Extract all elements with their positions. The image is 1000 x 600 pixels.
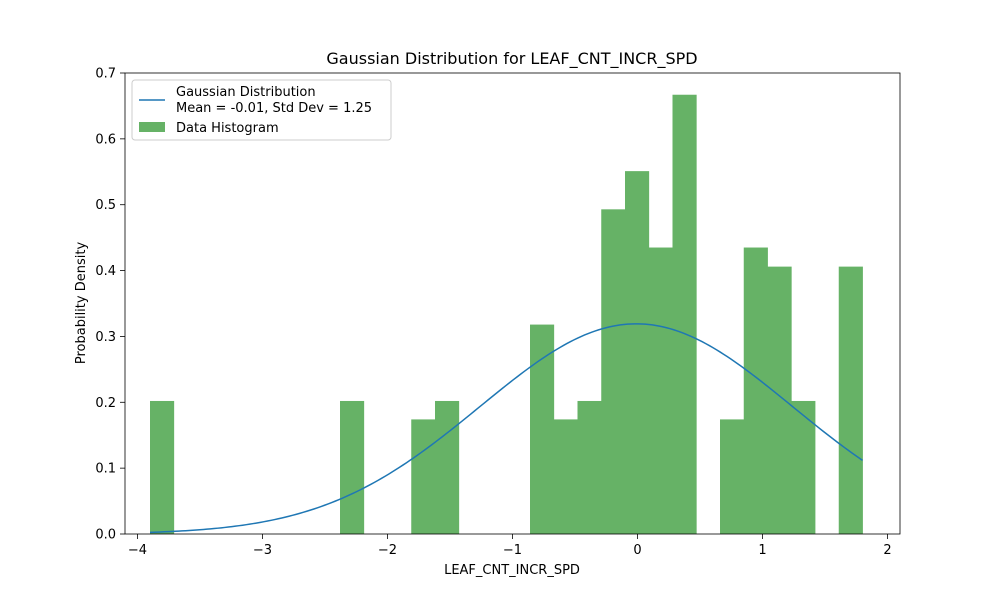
histogram-bar xyxy=(672,94,697,535)
y-tick-label: 0.0 xyxy=(95,528,116,543)
histogram-bar xyxy=(435,400,460,534)
histogram-bar xyxy=(340,400,365,534)
y-axis-ticks: 0.0 0.1 0.2 0.3 0.4 0.5 0.6 0.7 xyxy=(95,67,125,543)
histogram-bar xyxy=(743,247,768,534)
histogram-bar xyxy=(791,400,816,534)
y-tick-label: 0.7 xyxy=(95,67,116,82)
legend-box xyxy=(131,79,392,141)
x-axis-label: LEAF_CNT_INCR_SPD xyxy=(444,563,580,578)
histogram-bar xyxy=(767,266,792,534)
y-tick-label: 0.5 xyxy=(95,198,116,213)
histogram-bar xyxy=(720,419,745,534)
y-tick-label: 0.6 xyxy=(95,132,116,147)
legend-gaussian-label: Gaussian Distribution xyxy=(176,85,316,100)
legend-histogram-label: Data Histogram xyxy=(176,121,279,136)
x-tick-label: −1 xyxy=(503,543,522,558)
x-tick-label: 0 xyxy=(633,543,641,558)
x-tick-label: −2 xyxy=(378,543,397,558)
legend-gaussian-stats: Mean = -0.01, Std Dev = 1.25 xyxy=(176,101,372,116)
histogram-bar xyxy=(648,247,673,534)
x-axis-ticks: −4 −3 −2 −1 0 1 2 xyxy=(128,534,892,558)
y-tick-label: 0.2 xyxy=(95,396,116,411)
y-tick-label: 0.3 xyxy=(95,330,116,345)
x-tick-label: −3 xyxy=(253,543,272,558)
gaussian-curve xyxy=(149,323,863,534)
y-tick-label: 0.1 xyxy=(95,462,116,477)
y-tick-label: 0.4 xyxy=(95,264,116,279)
histogram-bar xyxy=(838,266,863,534)
chart-title: Gaussian Distribution for LEAF_CNT_INCR_… xyxy=(326,49,697,69)
histogram-bar xyxy=(577,400,602,534)
y-axis-label: Probability Density xyxy=(74,242,89,365)
histogram-bar xyxy=(553,419,578,534)
histogram-bar xyxy=(411,419,436,534)
histogram-bar xyxy=(625,171,650,534)
x-tick-label: 2 xyxy=(883,543,891,558)
legend-histogram-swatch xyxy=(139,122,165,132)
x-tick-label: 1 xyxy=(758,543,766,558)
histogram-bar xyxy=(150,400,175,534)
histogram-bar xyxy=(601,209,626,534)
histogram-bar xyxy=(530,324,555,534)
histogram-bars xyxy=(150,94,863,535)
legend: Gaussian Distribution Mean = -0.01, Std … xyxy=(131,79,392,141)
x-tick-label: −4 xyxy=(128,543,147,558)
